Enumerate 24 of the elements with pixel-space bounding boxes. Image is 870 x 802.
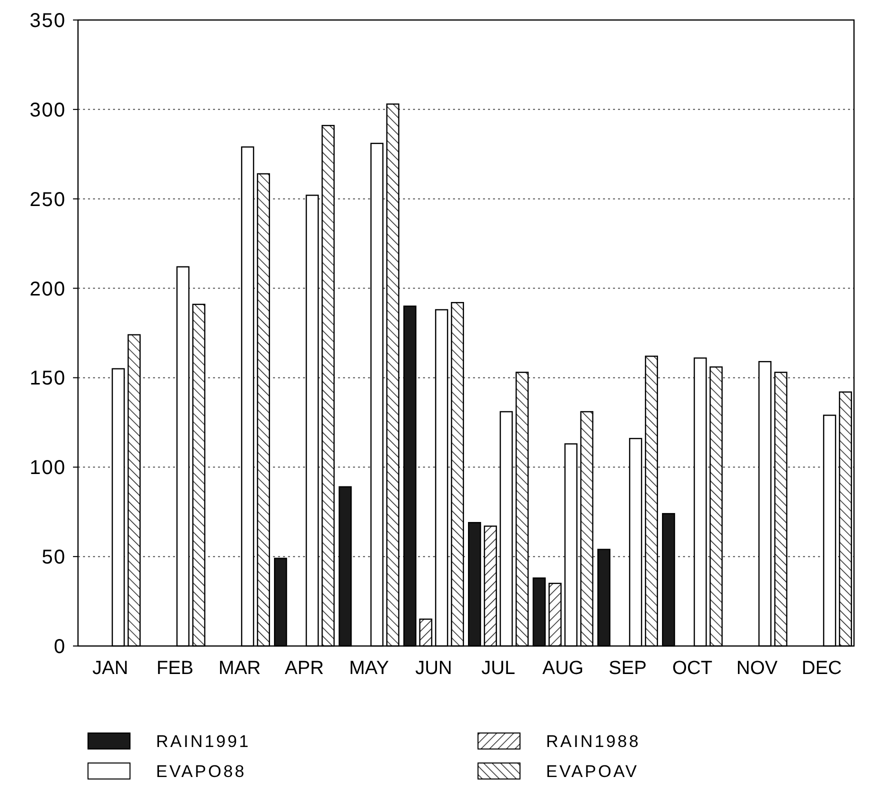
legend-label: EVAPOAV: [546, 762, 639, 781]
x-tick-label: OCT: [672, 658, 713, 679]
x-tick-label: MAY: [349, 658, 390, 679]
legend-label: RAIN1988: [546, 732, 640, 751]
x-tick-label: FEB: [156, 658, 194, 679]
y-tick-label: 150: [30, 368, 66, 390]
y-tick-label: 100: [30, 457, 66, 480]
x-tick-label: MAR: [218, 658, 261, 679]
legend-label: RAIN1991: [156, 732, 250, 751]
x-tick-label: AUG: [542, 658, 584, 679]
x-tick-label: JUL: [481, 658, 516, 679]
x-tick-label: JUN: [415, 658, 452, 679]
x-tick-label: JAN: [92, 658, 128, 679]
y-tick-label: 0: [54, 636, 66, 658]
x-tick-label: NOV: [736, 658, 778, 679]
y-tick-label: 250: [30, 188, 66, 211]
x-tick-label: APR: [284, 658, 324, 679]
x-tick-label: DEC: [802, 658, 842, 679]
y-tick-label: 350: [30, 10, 66, 32]
y-tick-label: 200: [30, 278, 66, 300]
y-tick-label: 300: [30, 99, 66, 122]
legend-label: EVAPO88: [156, 762, 246, 781]
y-tick-label: 50: [42, 546, 66, 569]
x-tick-label: SEP: [608, 658, 647, 679]
